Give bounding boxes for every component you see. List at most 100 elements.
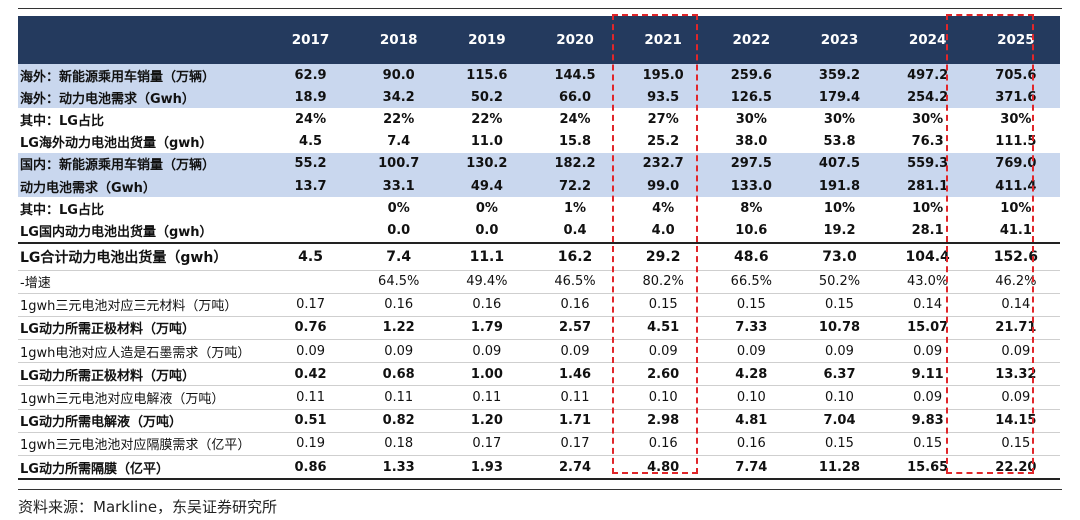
value-cell-2023: 0.15	[795, 432, 884, 457]
value-cell-2023: 50.2%	[795, 270, 884, 294]
table-row: LG国内动力电池出货量（gwh） 0.0 0.0 0.4 4.0 10.6 19.2 28.1…	[18, 219, 1060, 244]
value-cell-2025: 21.71	[971, 316, 1060, 341]
year-header-2021: 2021	[619, 16, 708, 64]
value-cell-2025: 22.20	[971, 455, 1060, 481]
value-cell-2018: 0.11	[354, 385, 443, 410]
value-cell-2021: 195.0	[619, 64, 708, 87]
value-cell-2021: 2.60	[619, 362, 708, 387]
value-cell-2023: 359.2	[795, 64, 884, 87]
value-cell-2024: 10%	[912, 200, 944, 216]
row-label: 其中：LG占比	[20, 113, 104, 129]
value-cell-2021: 25.2	[647, 134, 680, 150]
table-row: LG动力所需隔膜（亿平） 0.86 1.33 1.93 2.74 4.80 7.74 11.2…	[18, 455, 1060, 481]
row-label: 国内：新能源乘用车销量（万辆）	[18, 152, 267, 175]
year-header-2023: 2023	[795, 16, 884, 64]
value-cell-2021: 4.80	[619, 455, 708, 481]
value-cell-2017	[266, 219, 355, 244]
value-cell-2018: 0.18	[354, 432, 443, 457]
value-cell-2022: 48.6	[707, 242, 796, 271]
value-cell-2020: 144.5	[530, 64, 620, 87]
value-cell-2025: 41.1	[971, 219, 1060, 244]
value-cell-2025: 13.32	[971, 362, 1060, 387]
year-header-2019: 2019	[442, 16, 531, 64]
value-cell-2022: 7.33	[707, 316, 796, 341]
table-row: 国内：新能源乘用车销量（万辆） 55.2 100.7 130.2 182.2 232.7 2…	[18, 152, 1060, 175]
value-cell-2023: 191.8	[795, 174, 884, 198]
value-cell-2021: 27%	[647, 111, 679, 127]
value-cell-2021: 93.5	[619, 86, 708, 109]
value-cell-2021: 0.09	[619, 339, 708, 364]
value-cell-2021: 2.98	[619, 409, 708, 433]
value-cell-2020: 0.09	[530, 339, 620, 364]
value-cell-2023: 0.09	[795, 339, 884, 364]
value-cell-2018: 7.4	[387, 134, 411, 150]
value-cell-2024: 30%	[912, 111, 944, 127]
value-cell-2023: 179.4	[795, 86, 884, 109]
header-label-cell	[18, 16, 267, 64]
value-cell-2023: 10.78	[795, 316, 884, 341]
value-cell-2022: 30%	[735, 111, 767, 127]
value-cell-2024: 0.14	[883, 293, 972, 317]
value-cell-2018: 0.16	[354, 293, 443, 317]
value-cell-2019: 49.4%	[442, 270, 531, 294]
value-cell-2017: 13.7	[266, 174, 355, 198]
value-cell-2024: 0.15	[883, 432, 972, 457]
value-cell-2017: 4.5	[266, 242, 355, 271]
value-cell-2018: 0.82	[354, 409, 443, 433]
value-cell-2022: 0.09	[707, 339, 796, 364]
value-cell-2025: 0.15	[971, 432, 1060, 457]
row-label: LG海外动力电池出货量（gwh）	[20, 136, 213, 152]
table-row: 海外：新能源乘用车销量（万辆） 62.9 90.0 115.6 144.5 195.0 25…	[18, 64, 1060, 87]
table-row: LG合计动力电池出货量（gwh） 4.5 7.4 11.1 16.2 29.2 48.6 73…	[18, 242, 1060, 271]
value-cell-2020: 0.17	[530, 432, 620, 457]
value-cell-2021: 0.15	[619, 293, 708, 317]
table-row: LG海外动力电池出货量（gwh） 4.5 7.4 11.0 15.8 25.2 38.0 53…	[18, 131, 1060, 153]
value-cell-2020: 0.16	[530, 293, 620, 317]
value-cell-2018: 0.09	[354, 339, 443, 364]
value-cell-2021: 0.10	[619, 385, 708, 410]
value-cell-2024: 559.3	[883, 152, 972, 175]
value-cell-2024: 9.83	[883, 409, 972, 433]
value-cell-2025: 0.14	[971, 293, 1060, 317]
year-header-2024: 2024	[883, 16, 972, 64]
value-cell-2022: 259.6	[707, 64, 796, 87]
value-cell-2022: 7.74	[707, 455, 796, 481]
value-cell-2022: 8%	[740, 200, 763, 216]
value-cell-2019: 11.0	[470, 134, 503, 150]
table-row: LG动力所需电解液（万吨） 0.51 0.82 1.20 1.71 2.98 4.81 7.0…	[18, 409, 1060, 433]
year-header-2025: 2025	[971, 16, 1060, 64]
value-cell-2023: 19.2	[795, 219, 884, 244]
value-cell-2019: 22%	[471, 111, 503, 127]
value-cell-2021: 4.0	[619, 219, 708, 244]
value-cell-2017: 24%	[294, 111, 327, 127]
row-label: 1gwh电池对应人造是石墨需求（万吨）	[18, 339, 267, 364]
value-cell-2021: 99.0	[619, 174, 708, 198]
value-cell-2021: 232.7	[619, 152, 708, 175]
value-cell-2020: 72.2	[530, 174, 620, 198]
row-label: 动力电池需求（Gwh）	[18, 174, 267, 198]
value-cell-2019: 0%	[475, 200, 498, 216]
value-cell-2025: 46.2%	[971, 270, 1060, 294]
value-cell-2023: 0.15	[795, 293, 884, 317]
value-cell-2021: 4%	[652, 200, 675, 216]
value-cell-2017: 4.5	[299, 134, 323, 150]
value-cell-2020: 1.46	[530, 362, 620, 387]
row-label: LG动力所需正极材料（万吨）	[18, 362, 267, 387]
value-cell-2017: 62.9	[266, 64, 355, 87]
value-cell-2017: 0.51	[266, 409, 355, 433]
value-cell-2020: 182.2	[530, 152, 620, 175]
table-row: 1gwh三元电池池对应隔膜需求（亿平） 0.19 0.18 0.17 0.17 0.16 0…	[18, 432, 1060, 457]
row-label: LG动力所需电解液（万吨）	[18, 409, 267, 433]
value-cell-2019: 49.4	[442, 174, 531, 198]
year-header-2020: 2020	[530, 16, 620, 64]
year-header-2018: 2018	[354, 16, 443, 64]
value-cell-2024: 0.09	[883, 385, 972, 410]
value-cell-2019: 1.93	[442, 455, 531, 481]
value-cell-2021: 80.2%	[619, 270, 708, 294]
value-cell-2021: 4.51	[619, 316, 708, 341]
table-row: LG动力所需正极材料（万吨） 0.76 1.22 1.79 2.57 4.51 7.33 10…	[18, 316, 1060, 341]
row-label: 海外：新能源乘用车销量（万辆）	[18, 64, 267, 87]
value-cell-2021: 0.16	[619, 432, 708, 457]
value-cell-2025: 411.4	[971, 174, 1060, 198]
value-cell-2018: 0.0	[354, 219, 443, 244]
